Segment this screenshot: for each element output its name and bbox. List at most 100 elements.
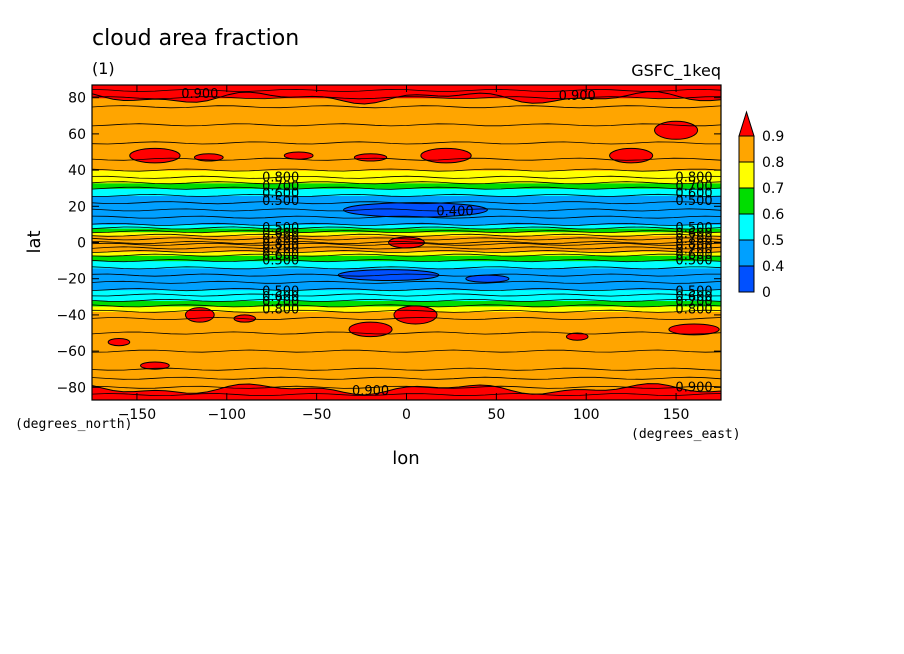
contour-label: 0.700 [262,295,299,310]
contour-band [92,282,721,291]
contour-line [92,349,721,353]
contour-band [92,231,721,236]
high-cloud-patch [565,332,589,341]
contour-line [92,273,721,277]
contour-label: 0.800 [262,302,299,317]
colorbar-label: 0.5 [762,233,784,249]
contour-label: 0.900 [352,384,389,399]
contour-label: 0.700 [262,232,299,247]
contour-label: 0.800 [675,170,712,185]
contour-label: 0.600 [262,226,299,241]
contour-band [92,333,721,352]
contour-label: 0.800 [262,237,299,252]
high-cloud-patch [348,321,393,338]
x-tick-label: 0 [402,407,411,423]
high-cloud-patch [184,307,215,323]
y-axis-units: (degrees_north) [15,417,132,432]
y-tick-label: −40 [56,308,86,324]
contour-line [92,250,721,254]
contour-line [92,309,721,313]
high-cloud-patch [393,305,438,325]
contour-label: 0.700 [675,243,712,258]
contour-line [92,175,721,179]
high-cloud-patch [129,147,181,164]
contour-label: 0.600 [675,187,712,202]
contour-band [92,295,721,302]
y-tick-label: −80 [56,380,86,396]
x-tick-label: 100 [573,407,600,423]
contour-band [92,378,721,388]
contour-line [92,230,721,234]
contour-line [92,226,721,230]
contour-label: 0.700 [675,295,712,310]
contour-line [92,298,721,302]
north-polar-high-region [92,85,721,105]
contour-line [92,181,721,185]
contour-line [92,253,721,257]
contour-labels: 0.900 0.9000.8000.7000.6000.5000.4000.800… [181,87,712,399]
x-tick-label: −150 [118,407,156,423]
contour-line [92,157,721,161]
y-tick-label: −20 [56,272,86,288]
contour-band [92,97,721,108]
y-tick-label: 0 [77,236,86,252]
contour-band [92,124,721,144]
y-axis-label: lat [24,230,45,253]
contour-line [92,168,721,172]
contour-label: 0.800 [262,170,299,185]
high-cloud-patch [283,151,314,160]
colorbar-swatch [738,135,755,163]
contour-line [92,193,721,197]
contour-band [92,247,721,253]
contour-band [92,159,721,171]
colorbar-label: 0.6 [762,207,784,223]
colorbar-max-arrow [738,110,755,137]
contour-band [92,170,721,178]
contour-band [92,106,721,126]
contour-label: 0.700 [675,179,712,194]
source-label: GSFC_1keq [631,61,721,81]
contour-line [92,288,721,292]
contour-band [92,195,721,204]
high-cloud-patch [107,337,131,347]
contour-line [92,123,721,127]
contour-line [92,105,721,109]
colorbar-swatch [738,213,755,241]
contour-line [92,201,721,205]
high-cloud-patch [140,361,170,370]
contour-line [92,376,721,380]
y-tick-label: 40 [68,163,86,179]
contour-label: 0.500 [675,194,712,209]
contour-line [92,186,721,190]
contour-band [92,260,721,269]
contour-line [92,237,721,241]
colorbar-swatch [738,239,755,267]
contour-line [92,304,721,308]
contour-band [92,177,721,184]
chart-title: cloud area fraction [92,26,299,51]
colorbar-label: 0 [762,285,771,301]
contour-label: 0.700 [262,243,299,258]
contour-line [92,280,721,284]
colorbar-label: 0.8 [762,155,784,171]
contour-label: 0.600 [675,290,712,305]
contour-label: 0.500 [262,254,299,269]
contour-line [92,385,721,389]
contour-band [92,217,721,225]
x-tick-label: 150 [663,407,690,423]
contour-label: 0.500 [675,254,712,269]
high-cloud-patch [353,153,388,162]
contour-line [92,240,721,245]
contour-line [92,96,721,100]
contour-label: 0.700 [262,179,299,194]
contour-label: 0.500 [675,284,712,299]
colorbar-swatch [738,161,755,189]
contour-band [92,224,721,229]
x-axis-label: lon [392,448,419,469]
contour-label: 0.800 [675,237,712,252]
contour-line [92,242,721,246]
contour-line [92,316,721,321]
contour-label: 0.600 [675,248,712,263]
contour-line [92,141,721,145]
